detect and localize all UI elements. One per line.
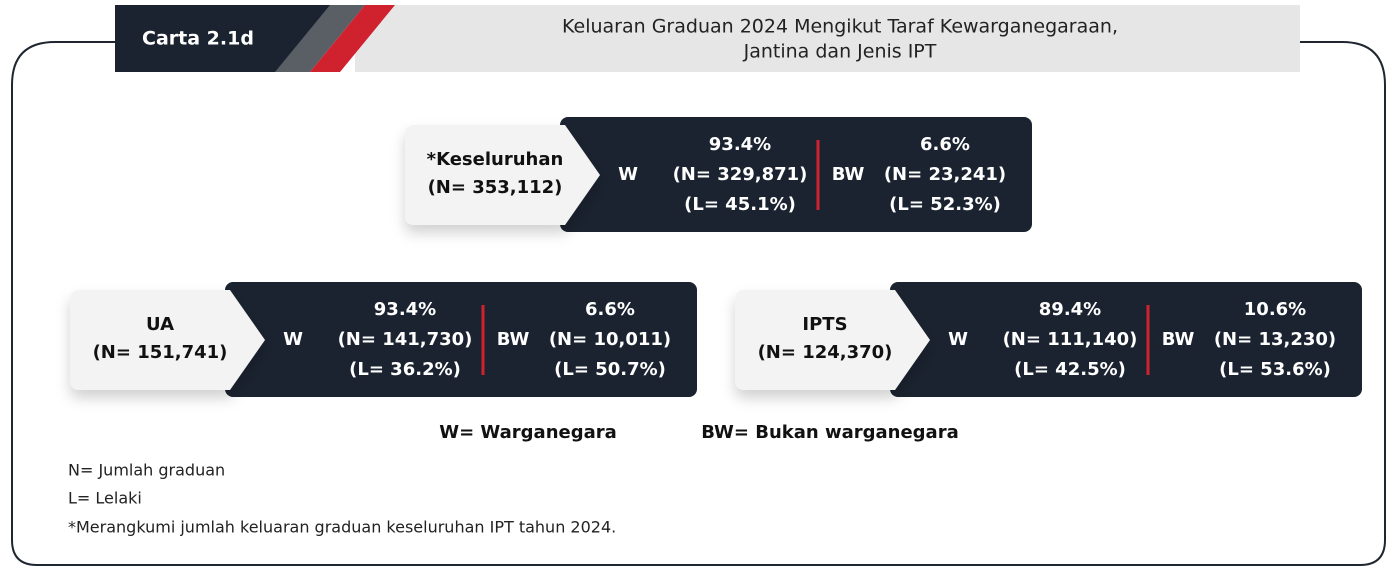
group-total: (N= 353,112) <box>428 177 563 198</box>
stat: 93.4% <box>709 134 771 155</box>
stat: 6.6% <box>920 134 970 155</box>
stat: (N= 13,230) <box>1214 329 1336 350</box>
note: L= Lelaki <box>68 489 142 508</box>
dark-panel <box>560 117 1032 232</box>
stat: 10.6% <box>1244 299 1306 320</box>
code: BW <box>497 329 530 350</box>
group-total: (N= 124,370) <box>758 342 893 363</box>
title: Jantina dan Jenis IPT <box>743 41 937 63</box>
stat: (N= 23,241) <box>884 164 1006 185</box>
stat: 89.4% <box>1039 299 1101 320</box>
code: W <box>618 164 638 185</box>
group-name: IPTS <box>802 314 847 335</box>
stat: (N= 329,871) <box>673 164 808 185</box>
note: *Merangkumi jumlah keluaran graduan kese… <box>68 518 616 537</box>
code: W <box>948 329 968 350</box>
title-band <box>355 5 1300 72</box>
stat: (L= 45.1%) <box>684 194 796 215</box>
stat: (L= 42.5%) <box>1014 359 1126 380</box>
group-name: *Keseluruhan <box>427 149 564 170</box>
label-arrow <box>405 125 600 225</box>
group-total: (N= 151,741) <box>93 342 228 363</box>
note: N= Jumlah graduan <box>68 461 225 480</box>
frame <box>11 41 1386 566</box>
label-arrow <box>70 290 265 390</box>
group-name: UA <box>146 314 174 335</box>
title: Keluaran Graduan 2024 Mengikut Taraf Kew… <box>562 16 1118 38</box>
chart-label: Carta 2.1d <box>142 28 254 50</box>
legend-item: BW= Bukan warganegara <box>701 422 958 443</box>
stat: (L= 50.7%) <box>554 359 666 380</box>
code: W <box>283 329 303 350</box>
stripe <box>275 5 365 72</box>
stat: (N= 141,730) <box>338 329 473 350</box>
stat: (L= 36.2%) <box>349 359 461 380</box>
stat: (N= 111,140) <box>1003 329 1138 350</box>
stat: (N= 10,011) <box>549 329 671 350</box>
stat: 6.6% <box>585 299 635 320</box>
stat: (L= 53.6%) <box>1219 359 1331 380</box>
dark-panel <box>890 282 1362 397</box>
label-arrow <box>735 290 930 390</box>
legend-item: W= Warganegara <box>439 422 617 443</box>
stripe <box>310 5 395 72</box>
stat: (L= 52.3%) <box>889 194 1001 215</box>
code: BW <box>832 164 865 185</box>
stat: 93.4% <box>374 299 436 320</box>
code: BW <box>1162 329 1195 350</box>
dark-panel <box>225 282 697 397</box>
